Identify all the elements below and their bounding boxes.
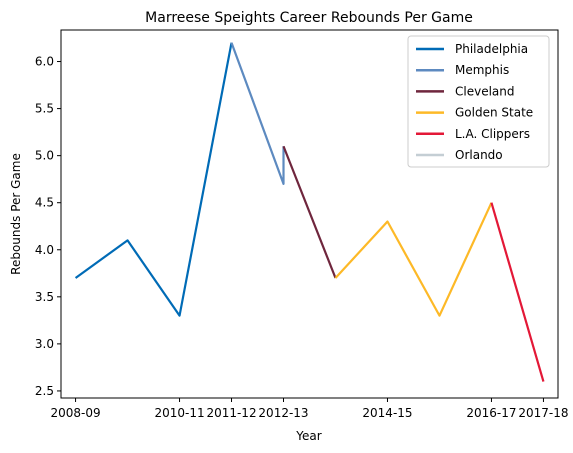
y-axis-ticks: 2.5 3.0 3.5 4.0 4.5 5.0 5.5 6.0: [35, 55, 61, 398]
x-tick-label: 2017-18: [518, 406, 568, 420]
x-tick-label: 2011-12: [206, 406, 256, 420]
y-tick-label: 5.5: [35, 102, 54, 116]
series-line-memphis: [230, 42, 285, 185]
axes: [60, 29, 559, 399]
x-tick-label: 2014-15: [362, 406, 412, 420]
y-tick-label: 3.5: [35, 290, 54, 304]
plot-frame: [60, 29, 559, 399]
legend-items: Philadelphia Memphis Cleveland Golden State…: [416, 42, 533, 162]
legend-label: Orlando: [455, 148, 503, 162]
series-layer: [74, 42, 545, 382]
x-tick-label: 2010-11: [154, 406, 204, 420]
series-line-golden-state: [334, 202, 493, 317]
y-tick-label: 5.0: [35, 149, 54, 163]
legend-label: Philadelphia: [455, 42, 528, 56]
x-tick-label: 2012-13: [258, 406, 308, 420]
y-tick-label: 4.5: [35, 196, 54, 210]
x-axis-title: Year: [295, 429, 321, 443]
x-tick-label: 2008-09: [50, 406, 100, 420]
y-tick-label: 3.0: [35, 337, 54, 351]
series-line-l-a-clippers: [490, 202, 545, 382]
legend-label: Memphis: [455, 63, 509, 77]
legend-label: Golden State: [455, 106, 533, 120]
x-tick-label: 2016-17: [466, 406, 516, 420]
y-axis-title: Rebounds Per Game: [9, 153, 23, 275]
y-tick-label: 6.0: [35, 55, 54, 69]
x-axis-ticks: 2008-09 2010-11 2011-12 2012-13 2014-15 2016-…: [50, 398, 569, 420]
series-line-cleveland: [282, 145, 337, 279]
legend: Philadelphia Memphis Cleveland Golden State…: [407, 35, 550, 168]
chart-title: Marreese Speights Career Rebounds Per Ga…: [145, 10, 473, 26]
y-tick-label: 2.5: [35, 384, 54, 398]
legend-label: Cleveland: [455, 84, 515, 98]
y-tick-label: 4.0: [35, 243, 54, 257]
series-line-philadelphia: [74, 42, 233, 317]
legend-label: L.A. Clippers: [455, 127, 530, 141]
